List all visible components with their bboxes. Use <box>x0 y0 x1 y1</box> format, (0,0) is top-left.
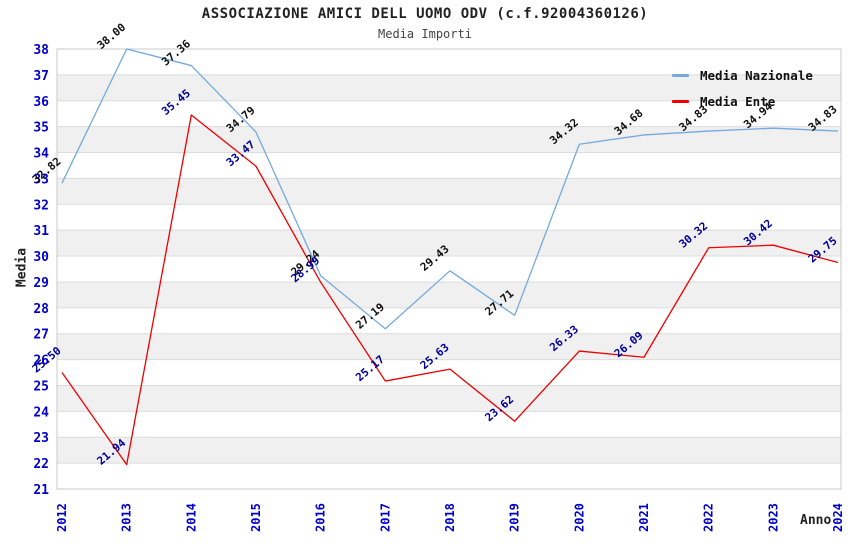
plot-band <box>57 411 841 438</box>
legend-item-media-ente[interactable]: Media Ente <box>672 88 813 114</box>
plot-band <box>57 463 841 489</box>
nazionale-line-swatch-icon <box>672 73 689 77</box>
y-tick-label: 31 <box>33 224 49 239</box>
x-tick-label: 2020 <box>572 503 586 532</box>
x-axis-title: Anno <box>800 513 832 528</box>
plot-band <box>57 385 841 412</box>
plot-band <box>57 152 841 179</box>
x-tick-label: 2014 <box>184 503 198 532</box>
plot-band <box>57 204 841 231</box>
x-tick-label: 2023 <box>766 503 780 532</box>
x-tick-label: 2021 <box>637 503 651 532</box>
y-tick-label: 22 <box>33 457 49 472</box>
y-tick-label: 23 <box>33 431 49 446</box>
series-line-media-nazionale <box>61 48 839 330</box>
y-tick-label: 28 <box>33 302 49 317</box>
y-tick-label: 38 <box>33 43 49 58</box>
y-tick-label: 33 <box>33 172 49 187</box>
x-tick-label: 2016 <box>314 503 328 532</box>
x-tick-label: 2015 <box>249 503 263 532</box>
plot-band <box>57 100 841 127</box>
x-tick-label: 2019 <box>508 503 522 532</box>
y-tick-label: 26 <box>33 354 49 369</box>
chart-legend: Media Nazionale Media Ente <box>672 62 813 114</box>
y-tick-label: 36 <box>33 95 49 110</box>
y-tick-label: 37 <box>33 69 49 84</box>
y-tick-label: 24 <box>33 405 49 420</box>
plot-band <box>57 230 841 257</box>
x-tick-label: 2017 <box>378 503 392 532</box>
plot-band <box>57 49 841 75</box>
legend-label: Media Nazionale <box>700 67 813 83</box>
plot-border <box>56 48 842 490</box>
series-line-media-ente <box>61 114 839 466</box>
x-tick-label: 2013 <box>120 503 134 532</box>
y-tick-label: 25 <box>33 379 49 394</box>
plot-band <box>57 281 841 308</box>
plot-band <box>57 178 841 205</box>
plot-band <box>57 307 841 334</box>
chart-subtitle: Media Importi <box>378 27 472 41</box>
plot-band <box>57 333 841 360</box>
x-tick-label: 2018 <box>443 503 457 532</box>
x-tick-label: 2024 <box>831 503 845 532</box>
x-tick-label: 2022 <box>702 503 716 532</box>
y-tick-label: 21 <box>33 483 49 498</box>
plot-band <box>57 74 841 101</box>
y-tick-label: 30 <box>33 250 49 265</box>
y-tick-label: 29 <box>33 276 49 291</box>
plot-band <box>57 437 841 464</box>
legend-item-media-nazionale[interactable]: Media Nazionale <box>672 62 813 88</box>
y-tick-label: 35 <box>33 121 49 136</box>
ente-line-swatch-icon <box>672 99 689 103</box>
x-tick-label: 2012 <box>55 503 69 532</box>
y-tick-label: 32 <box>33 198 49 213</box>
y-tick-label: 27 <box>33 328 49 343</box>
plot-band <box>57 359 841 386</box>
y-tick-label: 34 <box>33 147 49 162</box>
y-axis-title: Media <box>14 247 30 288</box>
chart-title: ASSOCIAZIONE AMICI DELL UOMO ODV (c.f.92… <box>201 6 649 22</box>
plot-band <box>57 256 841 282</box>
legend-label: Media Ente <box>700 93 776 109</box>
